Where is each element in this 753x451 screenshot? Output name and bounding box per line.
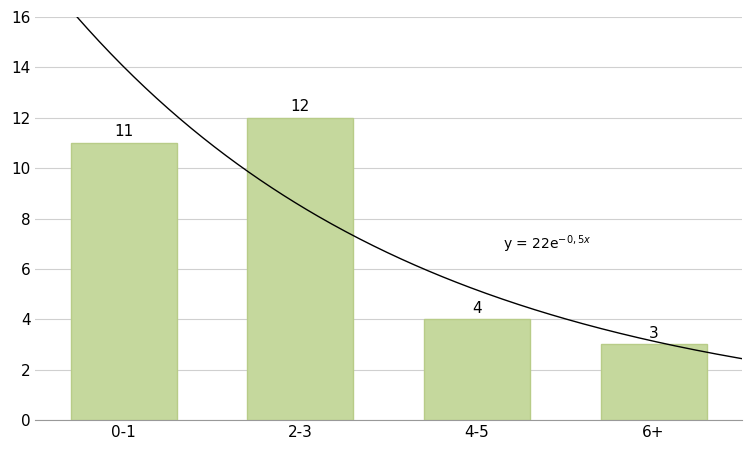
Text: 11: 11 [114,124,133,139]
Bar [601,345,706,420]
Text: y = 22e$^{-0,5x}$: y = 22e$^{-0,5x}$ [504,233,592,255]
Text: 4: 4 [472,300,482,316]
Text: 12: 12 [291,99,310,114]
Bar [247,118,353,420]
Bar [71,143,177,420]
Bar [424,319,530,420]
Text: 3: 3 [648,326,658,341]
